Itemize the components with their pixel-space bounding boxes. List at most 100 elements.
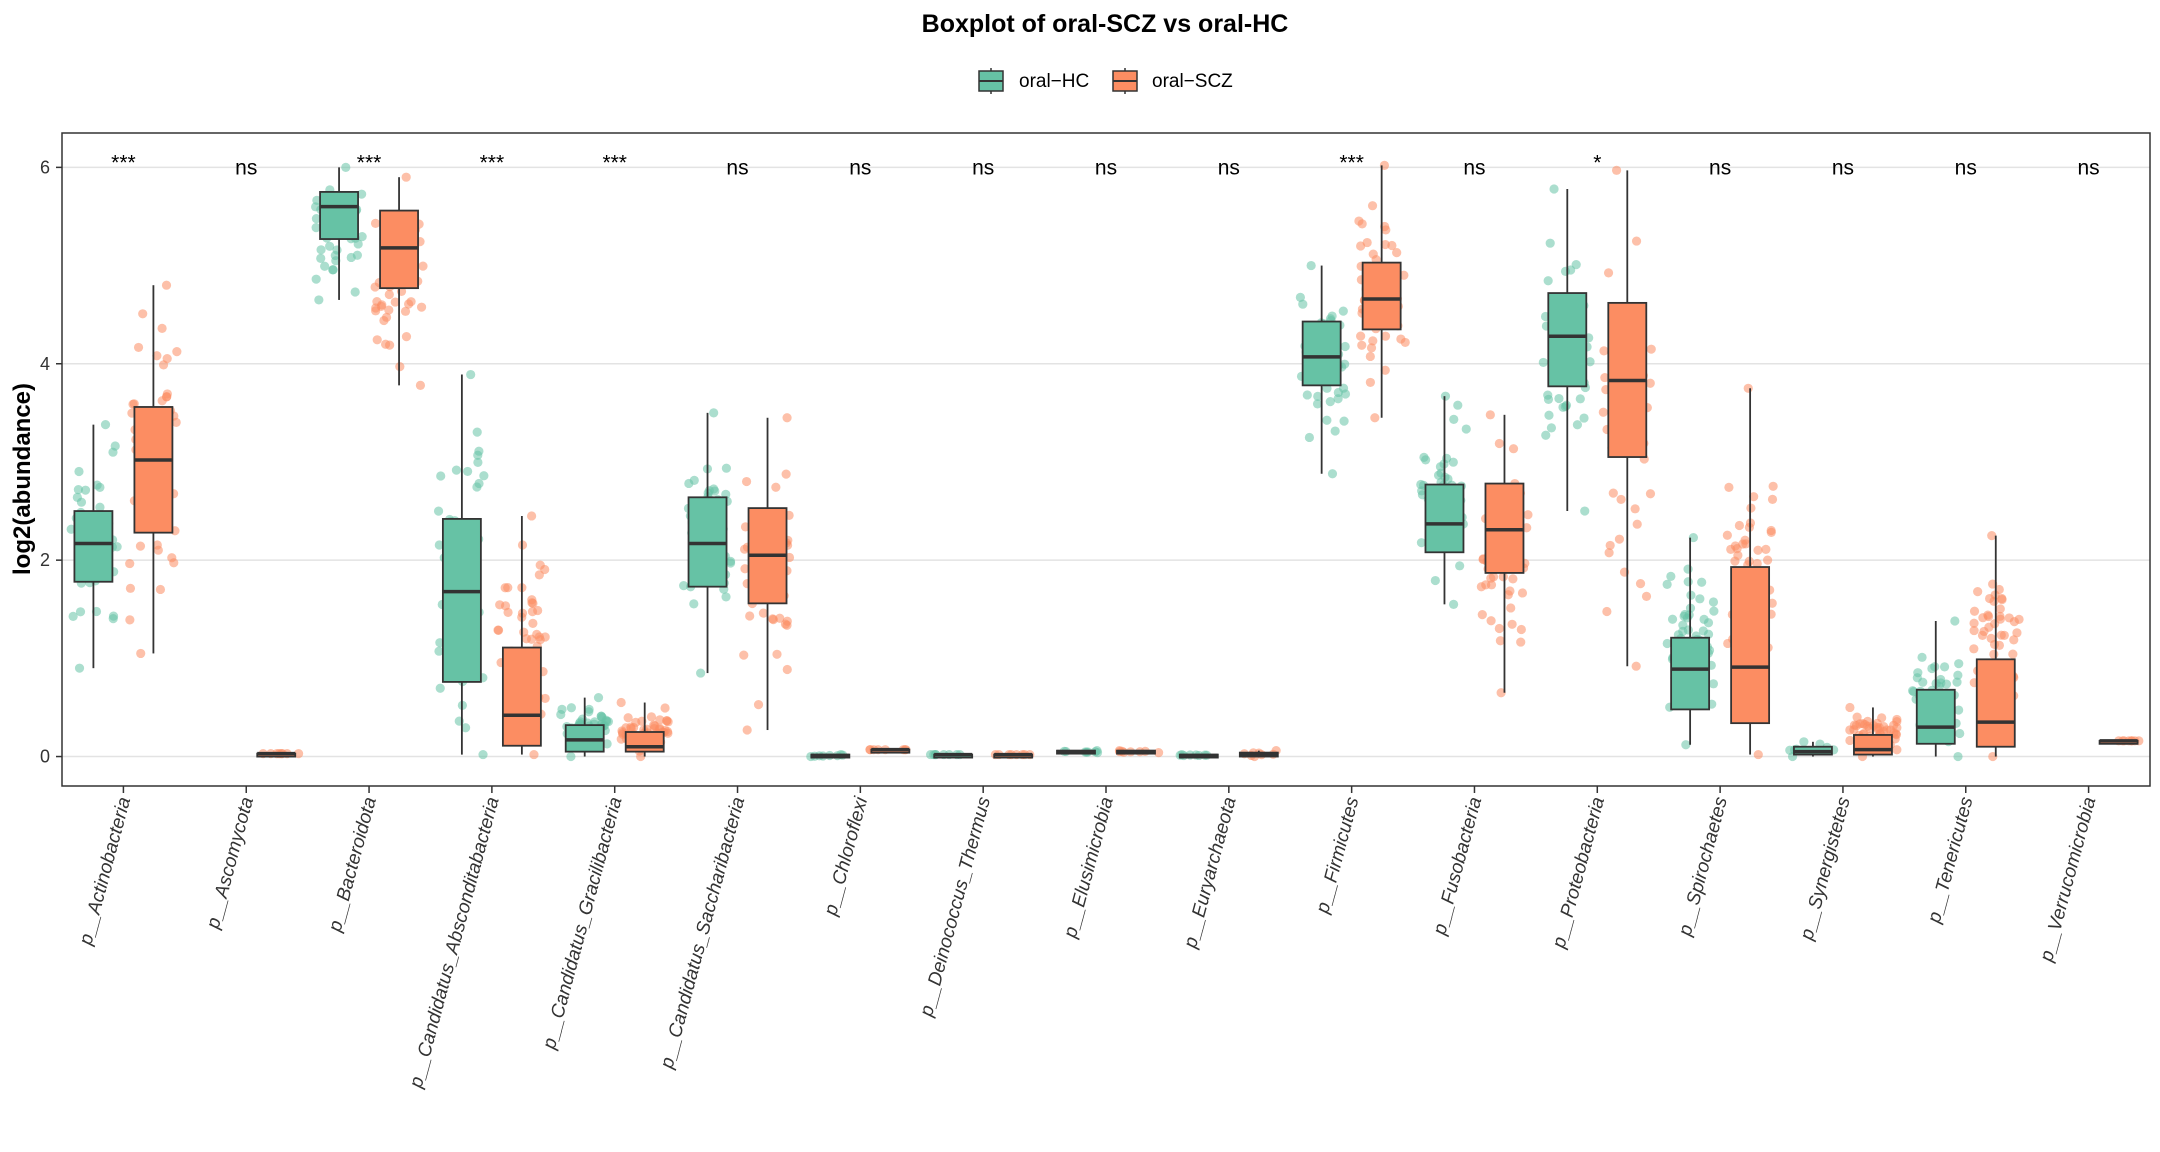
point-oral-hc (1543, 390, 1553, 400)
point-oral-scz (782, 413, 792, 423)
y-axis-label: log2(abundance) (9, 383, 36, 575)
point-oral-hc (721, 463, 732, 473)
x-tick-label: p__Elusimicrobia (1060, 795, 1118, 941)
point-oral-hc (1543, 276, 1553, 286)
point-oral-hc (602, 739, 612, 749)
point-oral-scz (503, 607, 513, 617)
point-oral-hc (1419, 452, 1429, 462)
point-oral-scz (1753, 749, 1763, 760)
chart-title: Boxplot of oral-SCZ vs oral-HC (922, 10, 1289, 38)
point-oral-scz (370, 218, 381, 229)
legend-key-oral-hc (978, 68, 1004, 94)
point-oral-hc (556, 709, 566, 720)
point-oral-scz (782, 664, 792, 675)
point-oral-scz (521, 634, 532, 644)
point-oral-hc (1954, 705, 1964, 715)
x-tick-label: p__Verrucomicrobia (2036, 795, 2100, 965)
point-oral-scz (527, 595, 537, 605)
point-oral-hc (76, 497, 87, 507)
point-oral-scz (527, 607, 538, 617)
point-oral-scz (1730, 556, 1740, 566)
point-oral-scz (1977, 630, 1988, 640)
significance-label: ns (1218, 156, 1240, 179)
point-oral-scz (535, 635, 545, 645)
point-oral-scz (1496, 688, 1506, 698)
point-oral-hc (1708, 679, 1719, 689)
point-oral-hc (68, 611, 78, 621)
point-oral-hc (1416, 538, 1427, 548)
point-oral-hc (1918, 677, 1928, 687)
point-oral-scz (1761, 544, 1771, 554)
point-oral-scz (1641, 591, 1652, 601)
point-oral-scz (1614, 534, 1625, 544)
point-oral-scz (138, 309, 148, 319)
point-oral-hc (584, 707, 594, 717)
point-oral-scz (401, 332, 412, 342)
point-oral-hc (1327, 469, 1338, 479)
point-oral-hc (1913, 668, 1923, 678)
x-tick-label: p__Tenericutes (1924, 794, 1978, 926)
point-oral-scz (1616, 494, 1626, 505)
point-oral-scz (125, 615, 135, 625)
point-oral-hc (1927, 663, 1937, 674)
point-oral-hc (466, 369, 476, 380)
point-oral-scz (136, 648, 146, 659)
point-oral-scz (1969, 606, 1980, 616)
box-oral-scz (1853, 734, 1893, 756)
box-oral-hc (1301, 320, 1342, 387)
point-oral-scz (2014, 614, 2024, 624)
point-oral-scz (1365, 377, 1375, 388)
significance-label: ns (1463, 156, 1485, 179)
point-oral-hc (1538, 357, 1548, 368)
point-oral-scz (1989, 649, 1999, 659)
point-oral-hc (328, 265, 338, 275)
point-oral-hc (1953, 670, 1963, 680)
point-oral-scz (528, 618, 538, 628)
point-oral-scz (1741, 539, 1751, 549)
point-oral-scz (1494, 623, 1504, 634)
point-oral-hc (95, 502, 105, 512)
point-oral-scz (1635, 579, 1646, 589)
point-oral-scz (171, 417, 181, 427)
point-oral-hc (108, 611, 119, 621)
point-oral-hc (1681, 740, 1691, 750)
point-oral-hc (1680, 609, 1690, 620)
point-oral-hc (1585, 357, 1595, 367)
point-oral-scz (2012, 628, 2022, 638)
point-oral-scz (418, 261, 428, 271)
point-oral-scz (1356, 331, 1366, 341)
point-oral-scz (1645, 378, 1655, 388)
point-oral-scz (1476, 582, 1486, 592)
box-oral-hc (1424, 483, 1465, 554)
point-oral-scz (1987, 531, 1997, 541)
point-oral-scz (404, 299, 414, 309)
point-oral-scz (135, 541, 146, 551)
point-oral-hc (1683, 577, 1693, 587)
point-oral-scz (155, 584, 166, 595)
box-oral-scz (624, 731, 665, 753)
y-tick-label: 4 (40, 354, 50, 374)
point-oral-scz (1605, 540, 1615, 551)
point-oral-scz (152, 351, 162, 361)
point-oral-hc (1330, 426, 1340, 436)
point-oral-hc (721, 592, 731, 602)
point-oral-hc (1698, 626, 1708, 636)
point-oral-hc (1572, 420, 1583, 430)
point-oral-scz (1498, 572, 1508, 582)
point-oral-hc (1325, 397, 1335, 407)
point-oral-hc (1448, 599, 1459, 609)
significance-label: ns (235, 156, 257, 179)
point-oral-scz (1367, 201, 1378, 211)
point-oral-scz (1752, 558, 1762, 569)
point-oral-scz (162, 389, 172, 399)
point-oral-scz (616, 697, 626, 708)
point-oral-hc (1667, 614, 1678, 624)
point-oral-scz (1743, 383, 1753, 393)
point-oral-hc (566, 703, 577, 713)
significance-label: *** (111, 151, 136, 174)
point-oral-hc (66, 524, 76, 534)
point-oral-hc (1340, 341, 1350, 352)
point-oral-hc (1683, 564, 1693, 574)
point-oral-scz (1380, 331, 1391, 341)
point-oral-hc (1708, 597, 1719, 607)
